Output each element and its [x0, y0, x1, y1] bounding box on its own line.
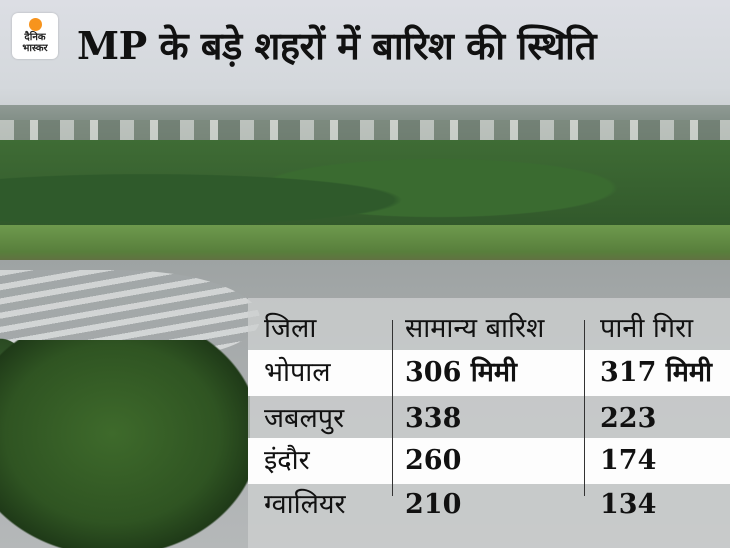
- rain-fallen-cell: 174: [600, 445, 657, 476]
- header-district: जिला: [264, 313, 317, 344]
- column-divider: [392, 320, 393, 496]
- table-row: भोपाल 306 मिमी 317 मिमी: [248, 350, 730, 396]
- table-row: जबलपुर 338 223: [248, 396, 730, 442]
- district-cell: जबलपुर: [264, 403, 345, 434]
- table-row: इंदौर 260 174: [248, 438, 730, 484]
- district-cell: भोपाल: [264, 357, 331, 388]
- header-rain-fallen: पानी गिरा: [600, 313, 694, 344]
- normal-rain-cell: 306 मिमी: [405, 357, 518, 388]
- foreground-tree: [0, 340, 250, 548]
- rain-fallen-cell: 317 मिमी: [600, 357, 713, 388]
- rain-fallen-cell: 134: [600, 489, 657, 520]
- sky: [0, 0, 730, 125]
- sun-dot-icon: [29, 18, 42, 31]
- district-cell: ग्वालियर: [264, 489, 346, 520]
- column-divider: [584, 320, 585, 496]
- table-row: ग्वालियर 210 134: [248, 482, 730, 528]
- district-cell: इंदौर: [264, 445, 310, 476]
- headline: MP के बड़े शहरों में बारिश की स्थिति: [77, 23, 597, 68]
- normal-rain-cell: 260: [405, 445, 462, 476]
- normal-rain-cell: 210: [405, 489, 462, 520]
- rain-fallen-cell: 223: [600, 403, 657, 434]
- rainfall-table: जिला सामान्य बारिश पानी गिरा भोपाल 306 म…: [248, 298, 730, 548]
- header-normal-rain: सामान्य बारिश: [405, 313, 545, 344]
- logo-text-line1: दैनिक: [24, 32, 46, 43]
- normal-rain-cell: 338: [405, 403, 462, 434]
- table-header-row: जिला सामान्य बारिश पानी गिरा: [248, 306, 730, 352]
- dainik-bhaskar-logo: दैनिक भास्कर: [12, 13, 58, 59]
- logo-text-line2: भास्कर: [22, 43, 48, 54]
